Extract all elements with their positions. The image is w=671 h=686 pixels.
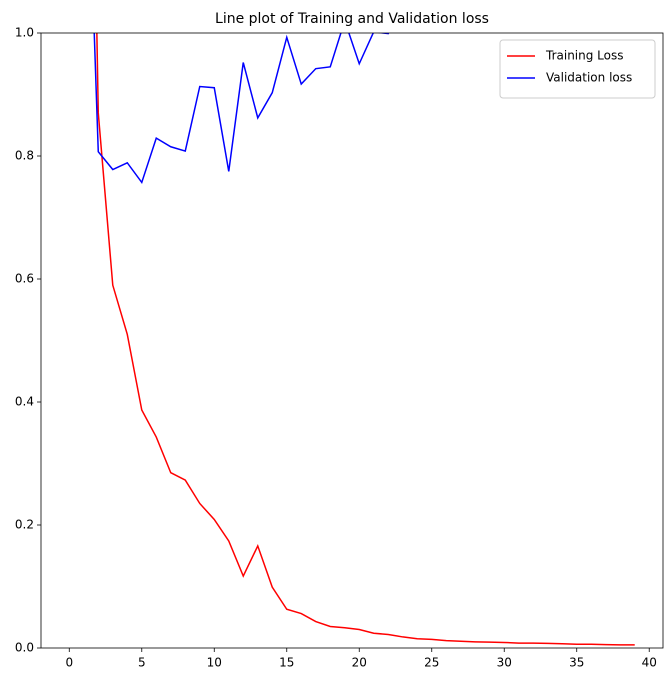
x-tick-label: 35 — [569, 656, 584, 670]
x-tick-label: 20 — [352, 656, 367, 670]
y-tick-label: 0.0 — [15, 641, 34, 655]
y-tick-label: 0.2 — [15, 518, 34, 532]
y-tick-label: 0.6 — [15, 272, 34, 286]
legend-label: Training Loss — [545, 49, 623, 63]
chart-title: Line plot of Training and Validation los… — [215, 11, 489, 27]
data-line — [96, 33, 635, 646]
y-tick-label: 1.0 — [15, 26, 34, 40]
y-tick-label: 0.8 — [15, 149, 34, 163]
legend-label: Validation loss — [546, 71, 632, 85]
plot-area — [93, 33, 635, 646]
axes-frame — [40, 32, 664, 649]
x-tick-label: 40 — [642, 656, 657, 670]
y-tick-label: 0.4 — [15, 395, 34, 409]
x-tick-label: 15 — [279, 656, 294, 670]
legend-box — [499, 39, 656, 99]
x-tick-label: 25 — [424, 656, 439, 670]
data-line — [93, 33, 390, 185]
x-tick-label: 10 — [207, 656, 222, 670]
x-tick-label: 30 — [497, 656, 512, 670]
x-tick-label: 0 — [65, 656, 73, 670]
x-tick-label: 5 — [138, 656, 146, 670]
